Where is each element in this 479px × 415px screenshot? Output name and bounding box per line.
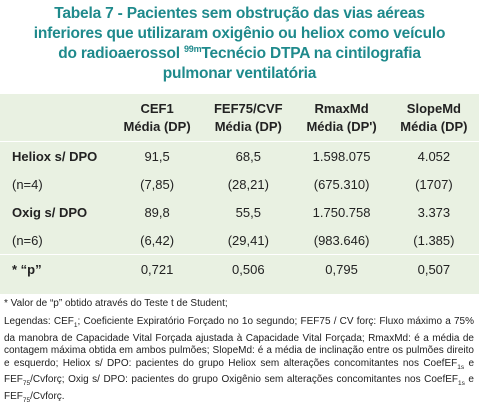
- column-sub: Média (DP'): [306, 119, 377, 134]
- table-row: Oxig s/ DPO 89,8 55,5 1.750.758 3.373: [0, 198, 479, 226]
- text-segment: /Cvforç; Oxig s/ DPO: pacientes do grupo…: [30, 374, 459, 386]
- title-line: inferiores que utilizaram oxigênio ou he…: [0, 24, 479, 44]
- table-cell: (6,42): [140, 232, 175, 248]
- table-row: (n=4) (7,85) (28,21) (675.310) (1707): [0, 170, 479, 198]
- table-cell: 3.373: [417, 204, 451, 220]
- table-cell: (28,21): [227, 176, 269, 192]
- table-cell: (29,41): [227, 232, 269, 248]
- text-segment: pulmonar ventilatória: [162, 65, 317, 82]
- text-segment: inferiores que utilizaram oxigênio ou he…: [33, 25, 446, 42]
- legend-text: Legendas: CEF1; Coeficiente Expiratório …: [4, 316, 474, 408]
- text-segment: 1s: [457, 363, 465, 371]
- table-cell: (1.385): [413, 232, 455, 248]
- table-cell: (983.646): [313, 232, 370, 248]
- text-segment: 99m: [184, 43, 202, 54]
- table-cell: 4.052: [417, 148, 451, 164]
- text-segment: e FEF: [4, 374, 474, 402]
- column-name: RmaxMd: [314, 101, 369, 116]
- column-header: RmaxMd Média (DP'): [294, 94, 389, 142]
- table-cell: 1.750.758: [312, 204, 371, 220]
- title-line: pulmonar ventilatória: [0, 64, 479, 84]
- column-sub: Média (DP): [400, 119, 468, 134]
- table-cell: 55,5: [235, 204, 261, 220]
- row-label: * “p”: [0, 254, 112, 283]
- table-cell: 89,8: [144, 204, 170, 220]
- text-segment: 75: [22, 396, 31, 404]
- text-segment: 1: [73, 322, 78, 329]
- table-cell: 0,795: [294, 254, 389, 283]
- table-cell: 0,506: [202, 254, 295, 283]
- row-label: Heliox s/ DPO: [12, 148, 98, 164]
- table-cell: (1707): [415, 176, 453, 192]
- text-segment: ; Coeficiente Expiratório Forçado no 1o …: [4, 316, 474, 369]
- table-row: * “p” 0,721 0,506 0,795 0,507: [0, 254, 479, 283]
- table-cell: 1.598.075: [312, 148, 371, 164]
- table-row: Heliox s/ DPO 91,5 68,5 1.598.075 4.052: [0, 142, 479, 171]
- table: CEF1 Média (DP) FEF75/CVF Média (DP) RmaxMd M…: [0, 94, 479, 283]
- row-label: (n=4): [12, 176, 43, 192]
- table-cell: 0,507: [388, 254, 479, 283]
- footnote: * Valor de “p” obtido através do Teste t…: [4, 298, 228, 309]
- column-sub: Média (DP): [214, 119, 282, 134]
- text-segment: Tecnécio DTPA na cintilografia: [201, 45, 421, 62]
- column-header: SlopeMd Média (DP): [388, 94, 479, 142]
- text-segment: Tabela 7 - Pacientes sem obstrução das v…: [54, 5, 425, 22]
- text-segment: 1s: [458, 380, 465, 388]
- text-segment: Legendas: CEF: [4, 316, 74, 327]
- title: Tabela 7 - Pacientes sem obstrução das v…: [0, 4, 479, 84]
- text-segment: e FEF: [4, 357, 475, 386]
- table-row: (n=6) (6,42) (29,41) (983.646) (1.385): [0, 226, 479, 255]
- header-corner: [0, 94, 112, 142]
- table-cell: 0,721: [112, 254, 203, 283]
- column-name: CEF1: [140, 101, 174, 116]
- column-name: FEF75/CVF: [213, 101, 283, 116]
- text-segment: do radioaerossol: [58, 45, 184, 62]
- table-cell: (7,85): [140, 176, 175, 192]
- column-header: CEF1 Média (DP): [112, 94, 203, 142]
- title-line: Tabela 7 - Pacientes sem obstrução das v…: [0, 4, 479, 24]
- table-panel: CEF1 Média (DP) FEF75/CVF Média (DP) RmaxMd M…: [0, 94, 479, 294]
- text-segment: 75: [22, 380, 31, 388]
- table-cell: 68,5: [235, 148, 261, 164]
- table-cell: (675.310): [313, 176, 370, 192]
- column-sub: Média (DP): [123, 119, 191, 134]
- column-header: FEF75/CVF Média (DP): [202, 94, 295, 142]
- header-row: CEF1 Média (DP) FEF75/CVF Média (DP) RmaxMd M…: [0, 94, 479, 142]
- title-line: do radioaerossol 99mTecnécio DTPA na cin…: [0, 44, 479, 64]
- table-cell: 91,5: [144, 148, 170, 164]
- row-label: (n=6): [12, 232, 43, 248]
- row-label: Oxig s/ DPO: [12, 204, 88, 220]
- text-segment: /Cvforç.: [30, 390, 65, 402]
- column-name: SlopeMd: [406, 101, 461, 116]
